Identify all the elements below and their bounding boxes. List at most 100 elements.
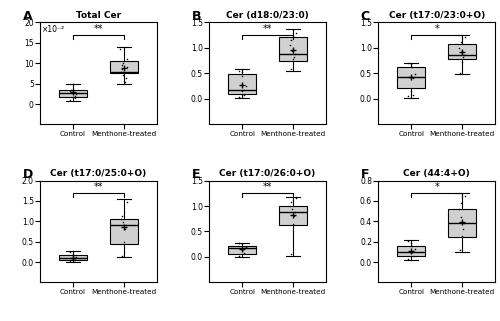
Point — [288, 206, 296, 211]
Point — [240, 246, 248, 251]
Title: Cer (t17:0/23:0+O): Cer (t17:0/23:0+O) — [388, 11, 485, 20]
Point — [404, 238, 412, 243]
Point — [118, 214, 126, 219]
Title: Cer (t17:0/26:0+O): Cer (t17:0/26:0+O) — [220, 169, 316, 178]
Point — [240, 250, 248, 256]
Point — [408, 243, 416, 248]
Point — [66, 97, 74, 102]
Point — [235, 68, 243, 74]
Point — [71, 95, 79, 100]
Point — [122, 223, 130, 228]
PathPatch shape — [110, 61, 138, 74]
Title: Cer (d18:0/23:0): Cer (d18:0/23:0) — [226, 11, 309, 20]
Point — [460, 227, 468, 232]
Point — [238, 247, 246, 252]
Point — [290, 214, 298, 219]
Text: **: ** — [263, 24, 272, 34]
Point — [461, 193, 469, 198]
Point — [408, 65, 416, 70]
Point — [121, 227, 129, 232]
Point — [119, 220, 127, 225]
PathPatch shape — [228, 74, 256, 94]
Point — [460, 221, 468, 226]
Text: F: F — [361, 168, 370, 181]
Point — [119, 72, 127, 77]
Point — [410, 246, 418, 251]
Title: Total Cer: Total Cer — [76, 11, 121, 20]
Text: A: A — [22, 10, 32, 23]
Point — [404, 256, 412, 262]
Point — [238, 243, 246, 248]
Point — [118, 67, 126, 72]
PathPatch shape — [398, 67, 425, 88]
Point — [455, 45, 463, 50]
Point — [289, 221, 297, 226]
Point — [292, 196, 300, 201]
Point — [238, 89, 246, 94]
Point — [120, 239, 128, 244]
PathPatch shape — [448, 44, 476, 59]
Point — [407, 89, 415, 94]
Point — [66, 259, 74, 264]
Point — [116, 70, 124, 75]
Title: Cer (t17:0/25:0+O): Cer (t17:0/25:0+O) — [50, 169, 146, 178]
Point — [122, 65, 130, 70]
Title: Cer (44:4+O): Cer (44:4+O) — [404, 169, 470, 178]
Point — [458, 60, 466, 65]
Point — [457, 215, 465, 220]
Point — [238, 242, 246, 247]
PathPatch shape — [228, 246, 256, 255]
Point — [287, 252, 295, 257]
PathPatch shape — [279, 206, 307, 225]
Point — [456, 71, 464, 76]
Point — [118, 253, 126, 258]
Point — [69, 82, 77, 87]
Point — [235, 253, 243, 258]
Point — [461, 34, 469, 39]
Point — [122, 199, 130, 204]
Point — [123, 56, 131, 62]
Point — [240, 87, 248, 92]
Point — [291, 51, 299, 56]
Point — [242, 84, 250, 89]
Point — [410, 253, 418, 258]
Point — [121, 79, 129, 84]
Point — [457, 49, 465, 55]
Text: *: * — [434, 182, 439, 192]
PathPatch shape — [110, 219, 138, 244]
Point — [408, 62, 416, 67]
Point — [66, 88, 74, 93]
Point — [455, 206, 463, 212]
Point — [118, 63, 126, 68]
Point — [122, 75, 130, 80]
Text: ×10⁻²: ×10⁻² — [42, 24, 66, 33]
Point — [456, 39, 464, 44]
Text: E: E — [192, 168, 200, 181]
Point — [288, 199, 296, 204]
PathPatch shape — [59, 90, 87, 97]
Point — [286, 204, 294, 209]
Point — [409, 248, 417, 254]
Text: *: * — [434, 24, 439, 34]
Point — [235, 94, 243, 100]
Point — [71, 257, 79, 263]
Point — [72, 91, 80, 96]
Point — [68, 94, 76, 99]
Point — [292, 30, 300, 35]
Point — [404, 94, 412, 99]
Point — [286, 43, 294, 48]
Point — [70, 93, 78, 99]
Point — [240, 92, 248, 98]
Point — [288, 48, 296, 53]
Point — [410, 72, 418, 77]
Text: **: ** — [94, 24, 103, 34]
Text: **: ** — [263, 182, 272, 192]
Text: D: D — [22, 168, 33, 181]
Point — [120, 61, 128, 66]
Point — [289, 56, 297, 62]
Point — [70, 256, 78, 261]
Point — [72, 255, 80, 260]
Point — [69, 251, 77, 256]
Point — [456, 200, 464, 205]
Point — [456, 247, 464, 252]
